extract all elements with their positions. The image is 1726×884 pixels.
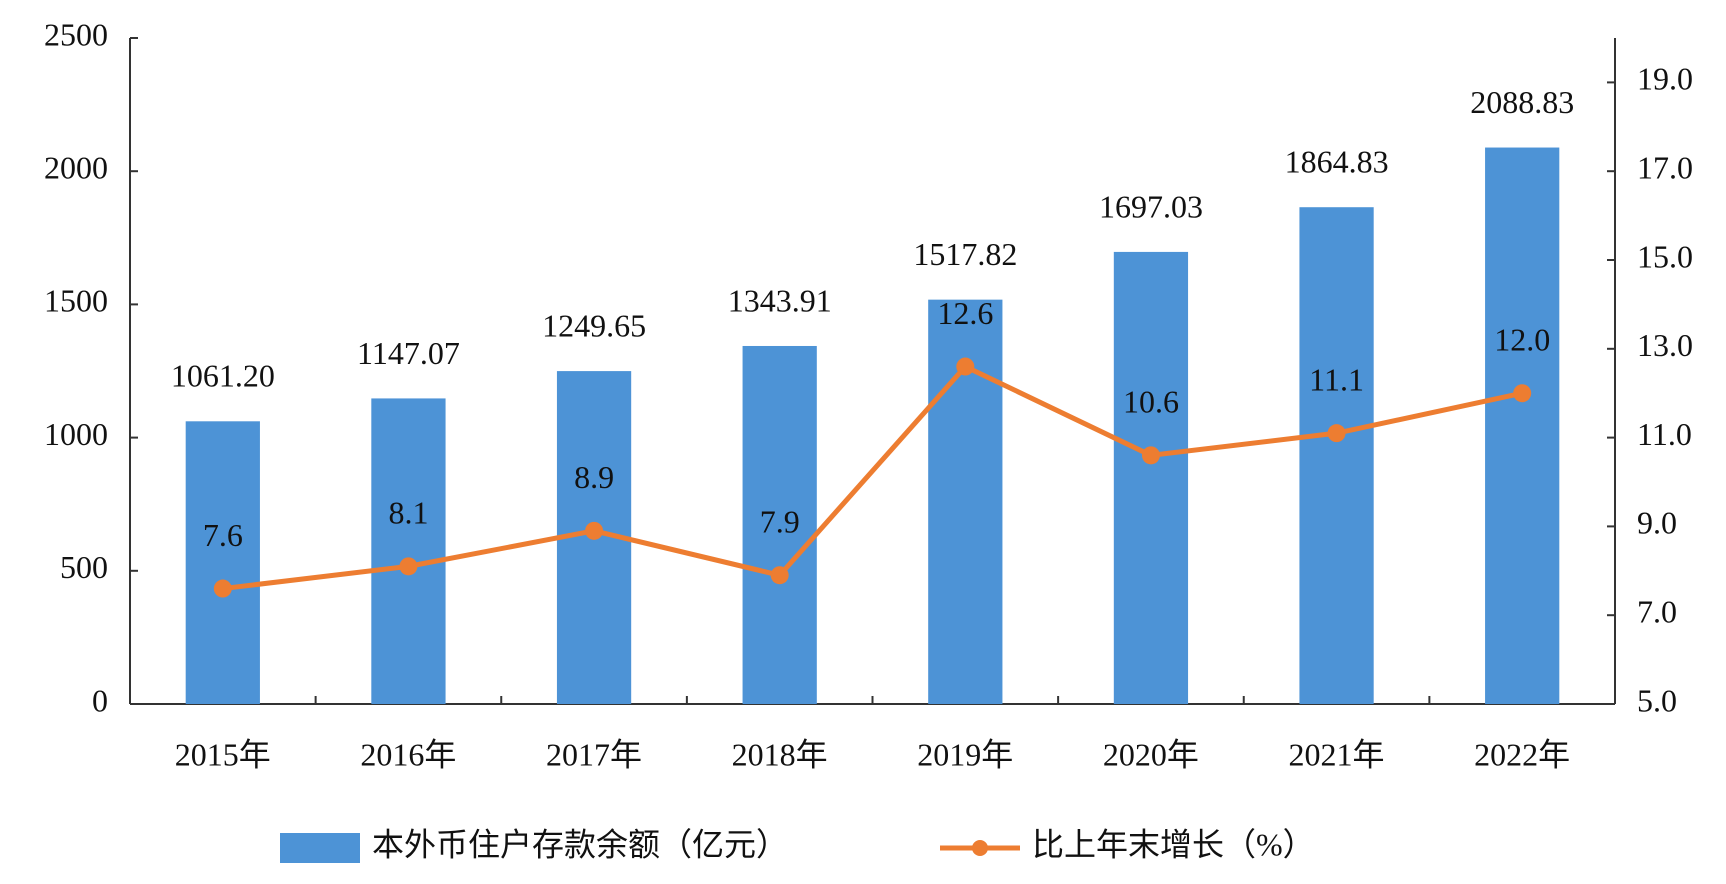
legend-swatch bbox=[280, 833, 360, 863]
y2-tick-label: 7.0 bbox=[1637, 594, 1677, 630]
y2-tick-label: 5.0 bbox=[1637, 682, 1677, 718]
line-value-label: 8.9 bbox=[574, 459, 614, 495]
line-value-label: 12.0 bbox=[1494, 322, 1550, 358]
line-value-label: 12.6 bbox=[937, 295, 993, 331]
bar bbox=[185, 421, 260, 704]
line-point bbox=[399, 557, 418, 576]
y-tick-label: 2500 bbox=[44, 16, 108, 52]
y-tick-label: 500 bbox=[60, 549, 108, 585]
bar-value-label: 1864.83 bbox=[1285, 144, 1389, 180]
y-tick-label: 1500 bbox=[44, 283, 108, 319]
line-point bbox=[956, 357, 975, 376]
line-point bbox=[770, 566, 789, 585]
y2-tick-label: 17.0 bbox=[1637, 150, 1693, 186]
line-value-label: 11.1 bbox=[1309, 362, 1364, 398]
bar bbox=[1299, 207, 1374, 704]
y2-tick-label: 15.0 bbox=[1637, 238, 1693, 274]
bar-value-label: 1147.07 bbox=[357, 335, 460, 371]
bar bbox=[371, 398, 446, 704]
line-point bbox=[585, 521, 604, 540]
y-tick-label: 2000 bbox=[44, 150, 108, 186]
y-tick-label: 0 bbox=[92, 682, 108, 718]
legend-swatch bbox=[972, 840, 988, 856]
legend-label: 比上年末增长（%） bbox=[1032, 826, 1315, 862]
line-value-label: 8.1 bbox=[388, 495, 428, 531]
y-tick-label: 1000 bbox=[44, 416, 108, 452]
bar-value-label: 1517.82 bbox=[913, 236, 1017, 272]
line-point bbox=[213, 579, 232, 598]
x-tick-label: 2022年 bbox=[1474, 736, 1570, 772]
legend-label: 本外币住户存款余额（亿元） bbox=[372, 826, 788, 862]
x-tick-label: 2018年 bbox=[732, 736, 828, 772]
bar-value-label: 1249.65 bbox=[542, 307, 646, 343]
bar bbox=[1485, 147, 1560, 704]
bar bbox=[742, 345, 817, 704]
x-tick-label: 2017年 bbox=[546, 736, 642, 772]
y2-tick-label: 11.0 bbox=[1637, 416, 1692, 452]
line-value-label: 7.9 bbox=[760, 504, 800, 540]
bar-value-label: 1697.03 bbox=[1099, 188, 1203, 224]
y2-tick-label: 13.0 bbox=[1637, 327, 1693, 363]
line-point bbox=[1141, 446, 1160, 465]
line-point bbox=[1513, 384, 1532, 403]
bar-value-label: 1061.20 bbox=[171, 358, 275, 394]
line bbox=[222, 363, 1523, 592]
line-value-label: 10.6 bbox=[1123, 384, 1179, 420]
bar bbox=[1113, 251, 1189, 705]
line-value-label: 7.6 bbox=[203, 517, 243, 553]
x-tick-label: 2019年 bbox=[917, 736, 1013, 772]
x-tick-label: 2020年 bbox=[1103, 736, 1199, 772]
x-tick-label: 2015年 bbox=[175, 736, 271, 772]
y2-tick-label: 19.0 bbox=[1637, 61, 1693, 97]
line-point bbox=[1327, 424, 1346, 443]
bar-value-label: 2088.83 bbox=[1470, 84, 1574, 120]
x-tick-label: 2016年 bbox=[360, 736, 456, 772]
y2-tick-label: 9.0 bbox=[1637, 505, 1677, 541]
bar-value-label: 1343.91 bbox=[728, 282, 832, 318]
x-tick-label: 2021年 bbox=[1289, 736, 1385, 772]
